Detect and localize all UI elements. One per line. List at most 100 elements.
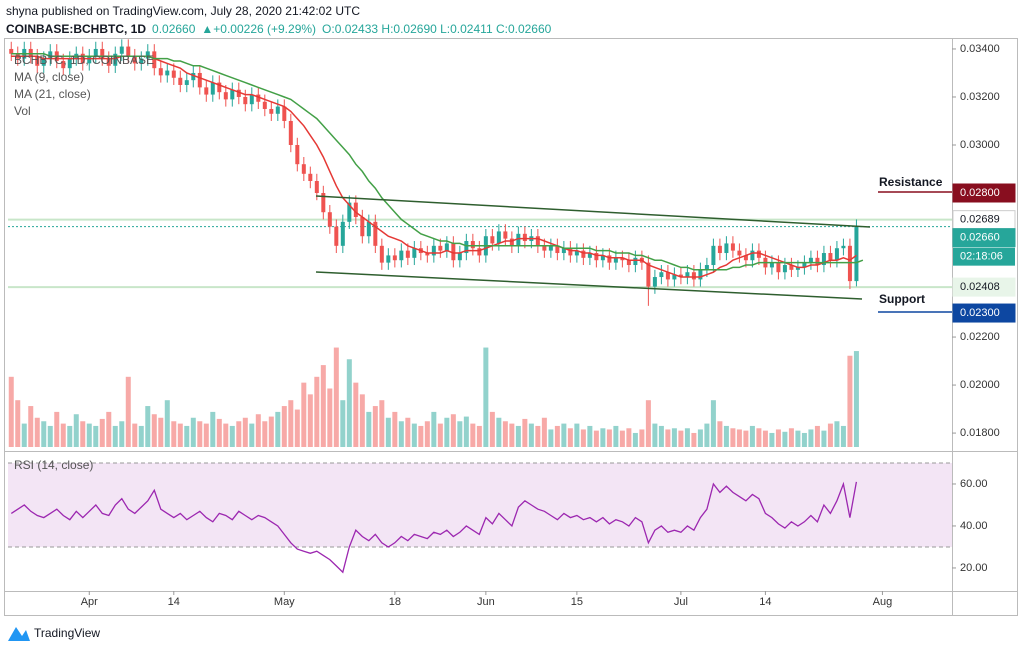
candle-body <box>652 277 657 287</box>
candle-body <box>256 94 261 102</box>
countdown-label: 02:18:06 <box>960 251 1003 263</box>
volume-bar <box>340 400 346 447</box>
price-badge <box>952 303 1016 323</box>
candle-body <box>730 243 735 251</box>
candle-body <box>308 173 313 182</box>
candle-body <box>269 108 274 114</box>
volume-bar <box>736 429 742 447</box>
candle-body <box>100 48 105 59</box>
volume-bar <box>795 430 801 447</box>
candle-body <box>724 243 729 254</box>
countdown-badge <box>953 247 1015 266</box>
candle-body <box>126 46 131 57</box>
candle-body <box>67 58 72 69</box>
volume-bar <box>288 400 294 447</box>
candle-body <box>561 248 566 254</box>
volume-bar <box>132 423 138 447</box>
candle-body <box>178 77 183 85</box>
candle-body <box>399 250 404 261</box>
volume-bar <box>197 421 203 447</box>
volume-bar <box>762 430 768 447</box>
candle-body <box>516 233 521 246</box>
volume-bar <box>112 425 118 447</box>
candle-body <box>847 245 852 282</box>
volume-bar <box>431 411 437 447</box>
volume-bar <box>444 417 450 447</box>
volume-bar <box>652 423 658 447</box>
volume-bar <box>749 425 755 447</box>
change: ▲+0.00226 (+9.29%) <box>201 22 316 36</box>
volume-bar <box>67 425 73 447</box>
candle-body <box>347 202 352 222</box>
volume-bar <box>99 418 105 447</box>
rsi-tick-label: 20.00 <box>960 562 988 574</box>
volume-bar <box>294 409 300 447</box>
volume-bar <box>177 423 183 447</box>
volume-bar <box>28 406 34 447</box>
volume-bar <box>840 425 846 447</box>
candle-body <box>145 51 150 59</box>
candle-body <box>756 250 761 258</box>
volume-bar <box>119 421 125 447</box>
price-badge-label: 0.02800 <box>960 187 1000 199</box>
candle-body <box>503 231 508 239</box>
publisher-line: shyna published on TradingView.com, July… <box>6 4 360 18</box>
y-tick-label: 0.03000 <box>960 139 1000 151</box>
volume-bar <box>281 406 287 447</box>
volume-bar <box>184 425 190 447</box>
volume-bar <box>15 400 21 447</box>
candle-body <box>321 193 326 213</box>
candle-body <box>581 250 586 258</box>
candle-body <box>392 255 397 261</box>
volume-bar <box>307 394 313 447</box>
price-badge <box>952 228 1016 248</box>
candle-body <box>815 257 820 266</box>
candle-body <box>776 262 781 273</box>
candle-body <box>808 257 813 263</box>
candle-body <box>158 68 163 76</box>
candle-body <box>295 144 300 165</box>
legend-ma9: MA (9, close) <box>14 70 84 84</box>
volume-bar <box>236 421 242 447</box>
candle-body <box>41 58 46 66</box>
candle-body <box>444 243 449 251</box>
volume-bar <box>320 365 326 447</box>
volume-bar <box>80 421 86 447</box>
volume-bar <box>41 421 47 447</box>
candle-body <box>620 257 625 261</box>
volume-bar <box>593 430 599 447</box>
volume-bar <box>782 431 788 447</box>
candle-body <box>854 226 859 282</box>
candle-body <box>737 250 742 256</box>
logo-mark <box>8 627 30 641</box>
candle-body <box>743 255 748 261</box>
y-tick-label: 0.03400 <box>960 43 1000 55</box>
candle-body <box>522 233 527 242</box>
price-badge <box>952 183 1016 203</box>
volume-bar <box>541 417 547 447</box>
candle-body <box>704 265 709 270</box>
volume-bar <box>8 376 14 447</box>
candle-body <box>353 202 358 218</box>
volume-bar <box>457 421 463 447</box>
candle-body <box>113 53 118 66</box>
candle-body <box>802 262 807 268</box>
candle-body <box>132 56 137 64</box>
candle-body <box>197 72 202 88</box>
candle-body <box>282 106 287 121</box>
volume-bar <box>489 411 495 447</box>
logo <box>8 627 30 641</box>
volume-bar <box>164 400 170 447</box>
candle-body <box>574 250 579 256</box>
volume-bar <box>93 425 99 447</box>
candle-body <box>750 250 755 261</box>
candle-body <box>691 272 696 280</box>
candle-body <box>223 92 228 100</box>
volume-bar <box>632 432 638 447</box>
volume-bar <box>567 428 573 447</box>
volume-bar <box>210 411 216 447</box>
x-tick-label: Jul <box>674 596 688 608</box>
candle-body <box>789 265 794 270</box>
